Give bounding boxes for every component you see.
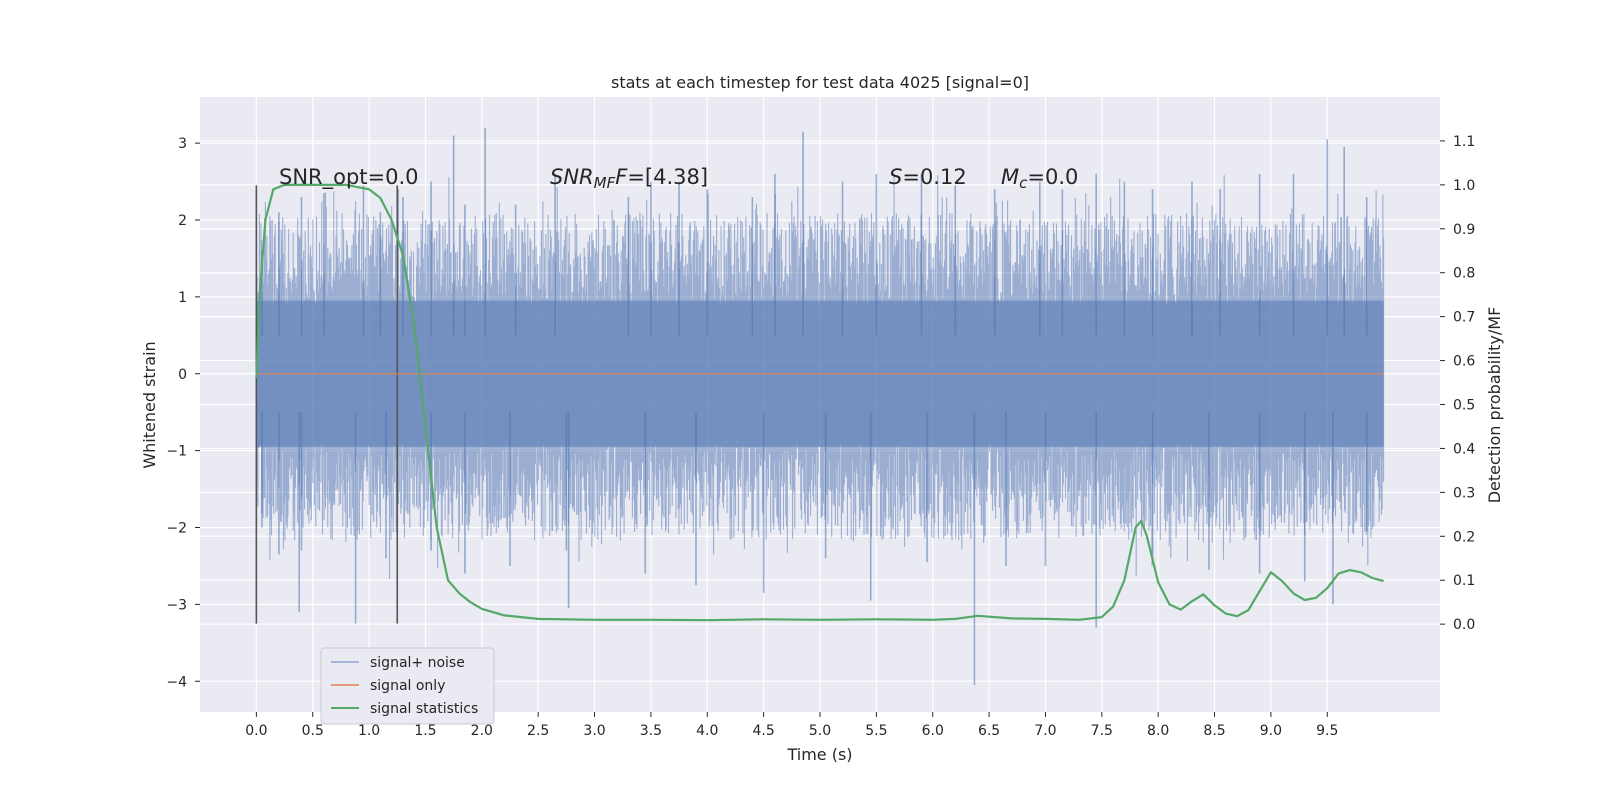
y-tick-label: 0 (178, 367, 187, 383)
mc-value: =0.0 (1027, 165, 1078, 189)
y2-axis-label: Detection probability/MF (1485, 307, 1504, 504)
statistics-series (255, 183, 1384, 622)
snr-mf-annotation: SNRMFF=[4.38] (550, 165, 708, 192)
snr-opt-annotation: SNR_opt=0.0 (279, 165, 419, 190)
y2-tick-label: 0.6 (1453, 354, 1475, 370)
mc-subscript: c (1019, 174, 1028, 192)
y2-tick-label: 0.5 (1453, 398, 1475, 414)
y2-tick-label: 1.1 (1453, 134, 1475, 150)
snr-mf-value: =[4.38] (627, 165, 708, 189)
s-value: =0.12 (902, 165, 966, 189)
signal-statistics-line (255, 183, 1384, 622)
x-tick-label: 5.5 (865, 723, 887, 739)
mc-name: M (1001, 165, 1019, 189)
legend-label-statistics: signal statistics (370, 701, 478, 717)
s-annotation: S=0.12 (889, 165, 967, 189)
legend-label-noise: signal+ noise (370, 655, 465, 671)
y-axis-label: Whitened strain (140, 341, 159, 468)
x-tick-label: 3.0 (583, 723, 605, 739)
x-tick-label: 8.0 (1147, 723, 1169, 739)
x-axis-label: Time (s) (786, 745, 852, 764)
legend-label-signal-only: signal only (370, 678, 445, 694)
y-tick-label: −3 (166, 597, 187, 613)
s-name: S (889, 165, 902, 189)
x-tick-label: 6.0 (922, 723, 944, 739)
snr-mf-f: F (615, 165, 628, 189)
y2-tick-label: 0.3 (1453, 485, 1475, 501)
x-tick-label: 3.5 (640, 723, 662, 739)
chart-title: stats at each timestep for test data 402… (611, 73, 1029, 92)
annotations: SNR_opt=0.0 SNRMFF=[4.38] S=0.12 Mc=0.0 (279, 165, 1078, 192)
x-tick-label: 7.0 (1034, 723, 1056, 739)
x-tick-label: 8.5 (1203, 723, 1225, 739)
x-tick-label: 4.0 (696, 723, 718, 739)
y2-tick-labels: 1.1 1.0 0.9 0.8 0.7 0.6 0.5 0.4 0.3 0.2 0.1 0.0 (1440, 134, 1475, 633)
x-tick-label: 0.0 (245, 723, 267, 739)
x-tick-label: 6.5 (978, 723, 1000, 739)
y2-tick-label: 0.0 (1453, 617, 1475, 633)
y-tick-label: 3 (178, 136, 187, 152)
y2-tick-label: 1.0 (1453, 178, 1475, 194)
y2-tick-label: 0.2 (1453, 529, 1475, 545)
x-tick-label: 7.5 (1091, 723, 1113, 739)
x-tick-label: 9.0 (1260, 723, 1282, 739)
y-tick-labels: 3 2 1 0 −1 −2 −3 −4 (166, 136, 200, 690)
vertical-lines (255, 185, 399, 624)
x-tick-label: 0.5 (302, 723, 324, 739)
legend-box (320, 647, 495, 725)
y2-tick-label: 0.8 (1453, 266, 1475, 282)
y2-tick-label: 0.1 (1453, 573, 1475, 589)
snr-mf-name: SNR (550, 165, 594, 189)
snr-mf-subscript: MF (594, 174, 616, 192)
y-tick-label: −1 (166, 444, 187, 460)
x-tick-labels: 0.0 0.5 1.0 1.5 2.0 2.5 3.0 3.5 4.0 4.5 5.0 5.5 6.0 6… (245, 712, 1338, 739)
y-tick-label: −4 (166, 674, 187, 690)
y2-tick-label: 0.9 (1453, 222, 1475, 238)
x-tick-label: 1.5 (414, 723, 436, 739)
y-tick-label: 1 (178, 290, 187, 306)
y2-tick-label: 0.4 (1453, 441, 1475, 457)
legend: signal+ noise signal only signal statist… (320, 647, 495, 725)
y2-tick-label: 0.7 (1453, 310, 1475, 326)
x-tick-label: 5.0 (809, 723, 831, 739)
y-tick-label: 2 (178, 213, 187, 229)
x-tick-label: 1.0 (358, 723, 380, 739)
x-tick-label: 2.5 (527, 723, 549, 739)
mc-annotation: Mc=0.0 (1001, 165, 1078, 192)
x-tick-label: 2.0 (471, 723, 493, 739)
x-tick-label: 4.5 (753, 723, 775, 739)
x-tick-label: 9.5 (1316, 723, 1338, 739)
y-tick-label: −2 (166, 521, 187, 537)
